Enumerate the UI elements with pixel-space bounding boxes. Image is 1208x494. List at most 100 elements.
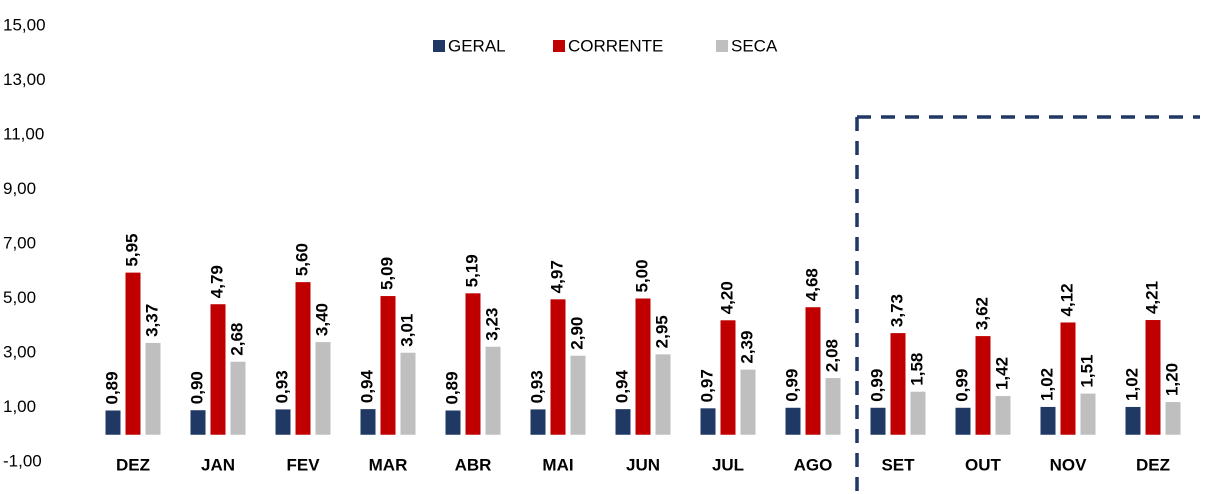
value-label: 0,93 [272, 370, 291, 403]
bar [825, 378, 841, 435]
value-label: 1,58 [907, 353, 926, 386]
legend-label: GERAL [448, 36, 506, 55]
value-label: 4,21 [1142, 281, 1161, 314]
x-tick-label: JUN [626, 455, 660, 474]
value-label: 0,89 [442, 371, 461, 404]
x-tick-label: ABR [455, 455, 492, 474]
x-tick-label: NOV [1050, 455, 1088, 474]
bar [275, 409, 291, 435]
x-tick-label: DEZ [1136, 455, 1170, 474]
value-label: 0,99 [867, 369, 886, 402]
value-label: 1,42 [992, 357, 1011, 390]
value-label: 3,73 [887, 294, 906, 327]
value-label: 5,60 [292, 243, 311, 276]
legend-label: CORRENTE [568, 36, 663, 55]
bar [1080, 393, 1096, 435]
value-label: 3,01 [397, 314, 416, 347]
bar [635, 298, 651, 435]
x-tick-label: OUT [965, 455, 1002, 474]
bar [740, 369, 756, 435]
bar [360, 409, 376, 435]
value-label: 3,37 [142, 304, 161, 337]
bar [445, 410, 461, 435]
value-label: 1,51 [1077, 355, 1096, 388]
bar [910, 391, 926, 435]
bar [975, 336, 991, 435]
value-label: 0,90 [187, 371, 206, 404]
value-label: 4,79 [207, 265, 226, 298]
value-label: 5,09 [377, 257, 396, 290]
bar [190, 410, 206, 435]
bar [720, 320, 736, 435]
y-tick-label: 11,00 [3, 124, 44, 143]
x-tick-label: SET [881, 455, 915, 474]
x-tick-label: DEZ [116, 455, 150, 474]
value-label: 1,20 [1162, 363, 1181, 396]
legend-swatch [433, 40, 445, 52]
value-label: 0,94 [357, 370, 376, 404]
bar [145, 342, 161, 435]
y-tick-label: 9,00 [3, 179, 36, 198]
value-label: 0,99 [782, 369, 801, 402]
y-tick-label: 7,00 [3, 233, 36, 252]
value-label: 3,62 [972, 297, 991, 330]
value-label: 0,89 [102, 371, 121, 404]
value-label: 5,95 [122, 234, 141, 267]
bar [615, 409, 631, 435]
bar [400, 352, 416, 435]
bar [295, 282, 311, 435]
bar [380, 296, 396, 435]
value-label: 4,68 [802, 268, 821, 301]
y-tick-label: -1,00 [3, 451, 42, 470]
bar [125, 272, 141, 435]
bar [550, 299, 566, 435]
y-tick-label: 3,00 [3, 342, 36, 361]
x-tick-label: JUL [712, 455, 744, 474]
value-label: 2,95 [652, 315, 671, 348]
bar [570, 355, 586, 435]
value-label: 5,19 [462, 254, 481, 287]
bar [530, 409, 546, 435]
x-tick-label: FEV [286, 455, 320, 474]
value-label: 0,99 [952, 369, 971, 402]
bar [870, 407, 886, 435]
value-label: 0,94 [612, 370, 631, 404]
bar [805, 307, 821, 435]
y-tick-label: 1,00 [3, 397, 36, 416]
value-label: 4,97 [547, 260, 566, 293]
x-tick-label: AGO [794, 455, 833, 474]
bar [1165, 402, 1181, 435]
legend-swatch [716, 40, 728, 52]
value-label: 3,40 [312, 303, 331, 336]
bar [1040, 406, 1056, 435]
bar [210, 304, 226, 435]
bar [655, 354, 671, 435]
x-tick-label: MAI [542, 455, 573, 474]
value-label: 5,00 [632, 259, 651, 292]
bar [105, 410, 121, 435]
bar [230, 361, 246, 435]
legend-swatch [553, 40, 565, 52]
value-label: 2,39 [737, 331, 756, 364]
bar [890, 333, 906, 435]
bar [1060, 322, 1076, 435]
x-tick-label: MAR [369, 455, 408, 474]
value-label: 2,90 [567, 317, 586, 350]
value-label: 2,08 [822, 339, 841, 372]
value-label: 0,93 [527, 370, 546, 403]
bar [1145, 320, 1161, 435]
value-label: 2,68 [227, 323, 246, 356]
bar [785, 407, 801, 435]
bar [1125, 406, 1141, 435]
value-label: 4,12 [1057, 283, 1076, 316]
x-tick-label: JAN [201, 455, 235, 474]
legend-label: SECA [731, 36, 778, 55]
y-tick-label: 13,00 [3, 70, 46, 89]
value-label: 0,97 [697, 369, 716, 402]
y-tick-label: 5,00 [3, 288, 36, 307]
bar [485, 346, 501, 435]
bar [995, 396, 1011, 435]
forecast-frame [855, 115, 1200, 494]
bar [700, 408, 716, 435]
